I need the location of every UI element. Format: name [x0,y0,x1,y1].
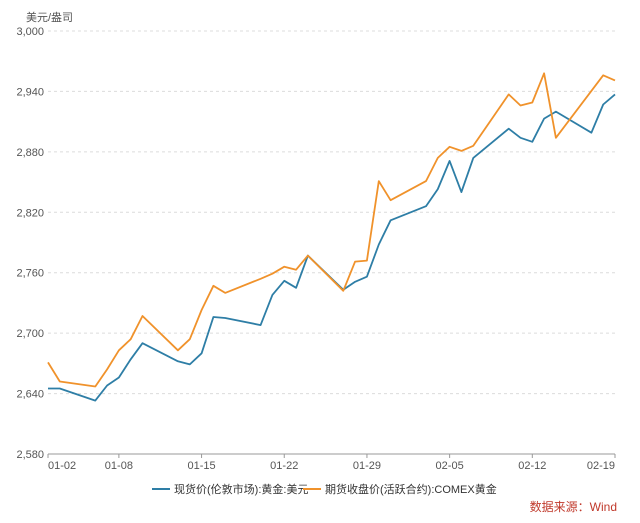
series-line-spot [48,93,616,402]
legend-item-futures[interactable]: 期货收盘价(活跃合约):COMEX黄金 [303,482,497,496]
legend: 现货价(伦敦市场):黄金:美元 期货收盘价(活跃合约):COMEX黄金 [152,482,497,496]
legend-label-futures: 期货收盘价(活跃合约):COMEX黄金 [325,482,497,496]
y-tick-label: 2,940 [16,86,44,98]
x-tick-label: 02-12 [518,460,546,472]
series-line-futures [47,72,616,388]
gridlines [48,30,615,395]
x-tick-label: 01-02 [48,460,76,472]
legend-label-spot: 现货价(伦敦市场):黄金:美元 [174,482,308,496]
y-tick-label: 2,700 [16,328,44,340]
y-tick-label: 2,820 [16,207,44,219]
y-tick-label: 2,880 [16,147,44,159]
series-lines [47,72,616,402]
x-tick-label: 02-05 [436,460,464,472]
x-tick-label: 01-22 [270,460,298,472]
y-tick-label: 3,000 [16,26,44,38]
source-note: 数据来源：Wind [530,499,617,514]
y-axis-ticks: 2,580 2,640 2,700 2,760 2,820 2,880 2,940 3,000 [16,26,44,461]
x-tick-label: 02-19 [587,460,615,472]
x-tick-label: 01-15 [187,460,215,472]
y-tick-label: 2,580 [16,449,44,461]
x-tick-label: 01-08 [105,460,133,472]
y-tick-label: 2,640 [16,389,44,401]
x-axis-ticks: 01-02 01-08 01-15 01-22 01-29 02-05 02-12 02-19 [47,454,616,472]
y-tick-label: 2,760 [16,268,44,280]
y-axis-unit-label: 美元/盎司 [26,10,73,24]
x-tick-label: 01-29 [353,460,381,472]
legend-item-spot[interactable]: 现货价(伦敦市场):黄金:美元 [152,482,308,496]
